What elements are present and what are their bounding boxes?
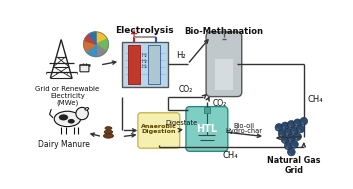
Text: H₂: H₂ xyxy=(142,60,148,64)
Circle shape xyxy=(300,117,307,125)
Wedge shape xyxy=(96,44,106,57)
Ellipse shape xyxy=(68,119,75,124)
Text: CO₂: CO₂ xyxy=(179,85,193,94)
Text: Anaerobic
Digestion: Anaerobic Digestion xyxy=(141,124,177,134)
Ellipse shape xyxy=(103,134,113,138)
Text: CH₄: CH₄ xyxy=(307,95,323,104)
Circle shape xyxy=(287,134,295,142)
Wedge shape xyxy=(84,34,96,44)
Circle shape xyxy=(285,142,292,150)
Text: Bio-Methanation: Bio-Methanation xyxy=(184,27,263,36)
FancyBboxPatch shape xyxy=(186,107,228,151)
Ellipse shape xyxy=(105,127,112,130)
Circle shape xyxy=(297,125,305,133)
Wedge shape xyxy=(96,39,108,51)
Wedge shape xyxy=(86,44,97,57)
Text: CH₄: CH₄ xyxy=(222,151,238,160)
Ellipse shape xyxy=(104,130,113,134)
Circle shape xyxy=(294,133,301,140)
Circle shape xyxy=(281,122,289,130)
Circle shape xyxy=(278,130,286,137)
Wedge shape xyxy=(84,40,96,51)
Text: H₂: H₂ xyxy=(142,64,148,69)
FancyBboxPatch shape xyxy=(206,32,242,97)
Circle shape xyxy=(275,124,283,131)
Text: Natural Gas
Grid: Natural Gas Grid xyxy=(267,156,321,175)
Text: Bio-oil: Bio-oil xyxy=(234,123,255,129)
Bar xyxy=(215,59,233,90)
Text: H₂: H₂ xyxy=(176,51,186,60)
Text: Grid or Renewable
Electricity
(MWe): Grid or Renewable Electricity (MWe) xyxy=(35,86,100,106)
Text: +: + xyxy=(130,29,138,39)
Text: Hydro-char: Hydro-char xyxy=(226,128,263,134)
Bar xyxy=(128,45,140,84)
Circle shape xyxy=(76,107,88,120)
Circle shape xyxy=(287,148,295,156)
Wedge shape xyxy=(96,32,107,44)
Circle shape xyxy=(285,128,292,136)
Circle shape xyxy=(287,120,295,128)
Circle shape xyxy=(291,127,298,134)
Circle shape xyxy=(281,136,289,144)
FancyBboxPatch shape xyxy=(138,113,180,148)
Ellipse shape xyxy=(59,114,68,120)
Bar xyxy=(204,107,210,113)
Bar xyxy=(122,42,168,87)
Text: Electrolysis: Electrolysis xyxy=(115,26,174,35)
Text: Digestate: Digestate xyxy=(165,120,197,126)
Ellipse shape xyxy=(85,108,89,110)
Wedge shape xyxy=(89,32,96,44)
Ellipse shape xyxy=(54,111,80,127)
Bar xyxy=(148,45,160,84)
Text: CO₂: CO₂ xyxy=(212,99,227,108)
Text: H₂: H₂ xyxy=(142,53,148,57)
Text: Dairy Manure: Dairy Manure xyxy=(37,140,89,149)
Circle shape xyxy=(294,119,301,127)
Text: HTL: HTL xyxy=(196,124,217,134)
Circle shape xyxy=(291,140,298,148)
FancyBboxPatch shape xyxy=(80,65,89,72)
Text: -: - xyxy=(154,29,158,39)
